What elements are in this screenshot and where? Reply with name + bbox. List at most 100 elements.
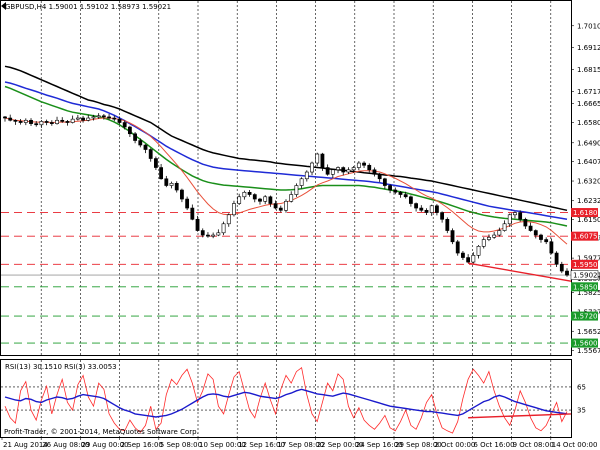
candle-body bbox=[336, 167, 340, 171]
candle-body bbox=[195, 218, 200, 231]
candle-body bbox=[190, 207, 195, 220]
candle-body bbox=[367, 164, 372, 171]
candle-body bbox=[263, 196, 268, 202]
level-tag-label: 1.56000 bbox=[573, 340, 600, 348]
candle-body bbox=[252, 194, 257, 200]
candle-body bbox=[440, 212, 445, 220]
candle-body bbox=[445, 218, 450, 231]
candle-body bbox=[294, 185, 299, 195]
candle-body bbox=[200, 230, 205, 236]
candle-body bbox=[143, 144, 148, 150]
time-axis-label: 9 Oct 08:00 bbox=[513, 441, 554, 449]
candle-body bbox=[408, 196, 413, 204]
candle-body bbox=[29, 119, 33, 124]
time-axis-label: 2 Sep 16:00 bbox=[121, 441, 163, 449]
candle-body bbox=[18, 121, 23, 123]
price-trendline-segment[interactable] bbox=[468, 262, 572, 282]
candle-body bbox=[34, 123, 39, 126]
candle-body bbox=[523, 218, 528, 227]
candle-body bbox=[23, 119, 28, 123]
candle-body bbox=[414, 203, 418, 209]
rsi-lines bbox=[4, 366, 568, 434]
price-axis-label: 1.59775 bbox=[577, 255, 600, 263]
candle-body bbox=[133, 133, 137, 141]
candle-body bbox=[273, 203, 278, 209]
candle-body bbox=[346, 169, 351, 173]
time-axis-label: 5 Sep 08:00 bbox=[160, 441, 202, 449]
candle-body bbox=[117, 118, 122, 123]
candle-body bbox=[70, 118, 75, 123]
ma-blue-line bbox=[4, 81, 568, 221]
rsi-panel-frame bbox=[0, 359, 572, 438]
rsi-header: RSI(13) 30.1510 RSI(3) 33.0053 bbox=[5, 363, 117, 371]
candle-body bbox=[112, 117, 117, 120]
candle-body bbox=[169, 182, 174, 186]
candle-body bbox=[429, 205, 434, 213]
candle-body bbox=[148, 149, 153, 159]
price-axis-label: 1.66650 bbox=[577, 100, 600, 108]
level-tag-label: 1.59500 bbox=[573, 261, 600, 269]
symbol-header: GBPUSD,H4 1.59001 1.59102 1.58973 1.5902… bbox=[5, 3, 171, 11]
candle-body bbox=[419, 207, 424, 211]
price-axis-label: 1.67175 bbox=[577, 88, 600, 96]
time-axis-label: 17 Sep 08:00 bbox=[277, 441, 324, 449]
candle-body bbox=[513, 212, 517, 216]
candle-body bbox=[372, 169, 377, 175]
candle-body bbox=[180, 189, 184, 200]
main-panel-frame bbox=[0, 0, 572, 356]
candle-body bbox=[351, 167, 356, 171]
price-trendline[interactable] bbox=[468, 262, 572, 282]
candle-body bbox=[211, 234, 216, 237]
candle-body bbox=[86, 117, 91, 121]
candle-body bbox=[450, 230, 455, 243]
time-axis-label: 22 Sep 00:00 bbox=[317, 441, 364, 449]
candle-body bbox=[471, 255, 476, 263]
candle-body bbox=[49, 122, 54, 124]
price-axis-label: 1.55675 bbox=[577, 347, 600, 355]
candle-body bbox=[101, 115, 106, 118]
ma-black-line bbox=[4, 65, 568, 212]
candle-body bbox=[3, 116, 7, 119]
price-axis-label: 1.64900 bbox=[577, 139, 600, 147]
candle-body bbox=[539, 234, 543, 240]
candle-body bbox=[247, 191, 252, 195]
level-tag-bg bbox=[570, 270, 599, 280]
level-tag-label: 1.59021 bbox=[573, 272, 600, 280]
price-axis-label: 1.64075 bbox=[577, 158, 600, 166]
chart-arrow-icon bbox=[1, 2, 6, 10]
candlesticks bbox=[3, 113, 569, 277]
rsi-trendline[interactable] bbox=[468, 413, 572, 419]
candle-body bbox=[258, 198, 262, 202]
price-axis-label: 1.63200 bbox=[577, 178, 600, 186]
candle-body bbox=[388, 185, 392, 191]
candle-body bbox=[174, 182, 179, 191]
candle-body bbox=[315, 153, 320, 164]
time-axis-label: 21 Aug 2014 bbox=[3, 441, 48, 449]
level-tag-bg bbox=[571, 208, 598, 218]
candle-body bbox=[461, 252, 465, 258]
level-tag-bg bbox=[571, 259, 598, 269]
price-axis-label: 1.70100 bbox=[577, 22, 600, 30]
candle-body bbox=[232, 203, 236, 216]
rsi-grid bbox=[1, 360, 571, 437]
rsi-slow-line bbox=[4, 388, 568, 418]
level-tag-label: 1.61800 bbox=[573, 209, 600, 217]
price-axis-label: 1.65800 bbox=[577, 119, 600, 127]
rsi-trendline-segment[interactable] bbox=[468, 413, 572, 419]
candle-body bbox=[164, 178, 169, 186]
level-tag-bg bbox=[571, 282, 598, 292]
candle-body bbox=[377, 173, 382, 180]
candle-body bbox=[289, 194, 294, 202]
candle-body bbox=[278, 207, 283, 211]
candle-body bbox=[13, 119, 18, 122]
rsi-axis: 65 35 bbox=[577, 383, 586, 414]
candle-body bbox=[362, 162, 366, 166]
candle-body bbox=[435, 205, 439, 213]
candle-body bbox=[403, 194, 408, 198]
candle-body bbox=[492, 234, 497, 238]
candle-body bbox=[81, 117, 85, 121]
candle-body bbox=[237, 196, 242, 204]
